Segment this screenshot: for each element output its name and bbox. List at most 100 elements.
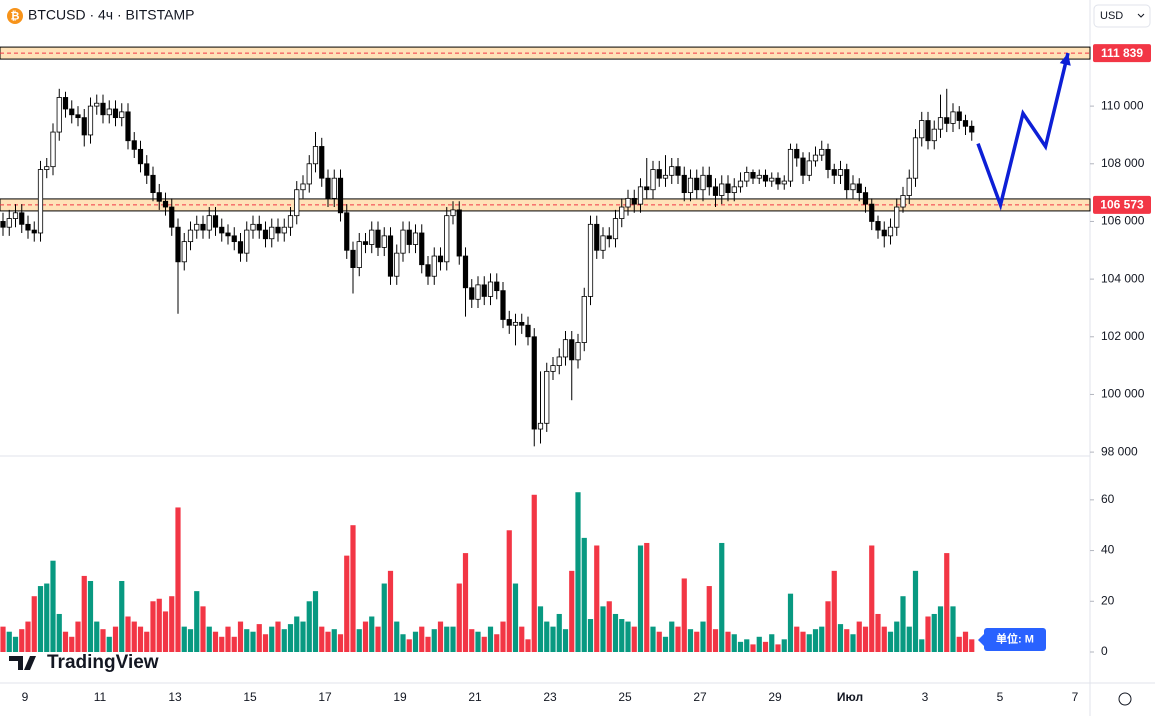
candle-body <box>475 284 481 300</box>
candle-body <box>775 177 781 185</box>
candle-body <box>869 203 875 222</box>
volume-bar <box>262 634 269 652</box>
volume-bar <box>781 639 787 652</box>
volume-bar <box>900 596 906 652</box>
volume-bar <box>894 621 900 652</box>
volume-bar <box>131 621 137 652</box>
candle-body <box>362 241 369 245</box>
volume-bar <box>906 626 912 652</box>
candle-body <box>719 183 725 196</box>
volume-bar <box>569 570 575 652</box>
volume-bar <box>350 525 356 652</box>
volume-bar <box>662 636 669 652</box>
y-tick-label: 98 000 <box>1101 444 1138 458</box>
candle-body <box>531 336 537 430</box>
symbol-title[interactable]: BTCUSD · 4ч · BITSTAMP <box>28 7 195 23</box>
x-tick-label: 7 <box>1072 690 1079 704</box>
volume-bar <box>650 626 656 652</box>
candle-body <box>12 212 19 219</box>
candle-body <box>294 189 300 217</box>
candle-body <box>606 235 612 240</box>
level-badge <box>1093 44 1151 63</box>
candle-body <box>669 166 675 176</box>
volume-bar <box>312 591 319 652</box>
level-label: 106 573 <box>1100 198 1144 212</box>
volume-bar <box>56 613 62 652</box>
candle-body <box>300 183 306 191</box>
volume-bar <box>931 613 937 652</box>
volume-bar <box>319 626 325 652</box>
y-tick-label: 0 <box>1101 644 1108 658</box>
volume-bar <box>19 629 25 652</box>
level-label: 111 839 <box>1101 46 1143 60</box>
volume-bar <box>387 570 394 652</box>
volume-bar <box>125 616 131 652</box>
candle-body <box>31 229 37 234</box>
candle-body <box>137 148 144 165</box>
volume-bar <box>237 621 244 652</box>
volume-bar <box>687 629 694 652</box>
candle-body <box>637 186 644 205</box>
candle-body <box>662 174 669 179</box>
volume-bar <box>225 626 231 652</box>
candle-body <box>700 174 706 191</box>
volume-bar <box>825 601 831 652</box>
volume-bar <box>169 596 175 652</box>
candle-body <box>419 232 425 266</box>
volume-bar <box>62 631 69 652</box>
volume-bar <box>12 636 19 652</box>
candle-body <box>556 356 562 367</box>
volume-bar <box>500 621 506 652</box>
volume-bar <box>469 629 475 652</box>
candle-body <box>581 296 587 343</box>
volume-bar <box>681 578 687 652</box>
volume-bar <box>419 626 425 652</box>
candle-body <box>575 342 581 361</box>
volume-bar <box>437 621 444 652</box>
x-tick-label: 13 <box>168 690 182 704</box>
candle-body <box>212 215 219 228</box>
volume-bar <box>656 631 662 652</box>
candle-body <box>0 221 6 228</box>
candle-body <box>262 229 269 240</box>
volume-bar <box>619 619 625 652</box>
candle-body <box>594 223 600 251</box>
volume-bar <box>444 626 450 652</box>
volume-bar <box>587 619 594 652</box>
volume-bar <box>962 631 969 652</box>
volume-bar <box>737 641 744 652</box>
volume-bar <box>969 639 975 652</box>
volume-bar <box>181 626 187 652</box>
volume-bar <box>675 626 681 652</box>
candle-body <box>600 235 606 251</box>
candle-body <box>244 229 250 254</box>
level-zone <box>0 198 1091 212</box>
volume-bar <box>550 626 556 652</box>
volume-bar <box>644 542 650 652</box>
candle-body <box>206 215 212 231</box>
volume-bar <box>869 545 875 652</box>
volume-bar <box>881 626 887 652</box>
x-tick-label: 23 <box>543 690 557 704</box>
candle-body <box>169 206 175 228</box>
volume-bar <box>194 591 200 652</box>
candle-body <box>862 192 869 205</box>
candle-body <box>225 232 231 237</box>
candle-body <box>356 241 362 268</box>
volume-bar <box>762 641 769 652</box>
candle-body <box>625 197 631 208</box>
settings-icon[interactable] <box>1118 692 1132 706</box>
candle-body <box>394 252 400 277</box>
candle-body <box>762 174 769 182</box>
currency-label[interactable]: USD <box>1100 10 1123 22</box>
candle-body <box>487 281 494 297</box>
candle-body <box>87 105 94 136</box>
x-tick-label: 5 <box>997 690 1004 704</box>
candle-body <box>950 111 956 124</box>
watermark-logo: TradingView <box>9 652 159 673</box>
currency-button[interactable] <box>1093 4 1151 28</box>
candle-body <box>444 215 450 263</box>
candle-body <box>875 221 881 231</box>
volume-bar <box>875 613 881 652</box>
